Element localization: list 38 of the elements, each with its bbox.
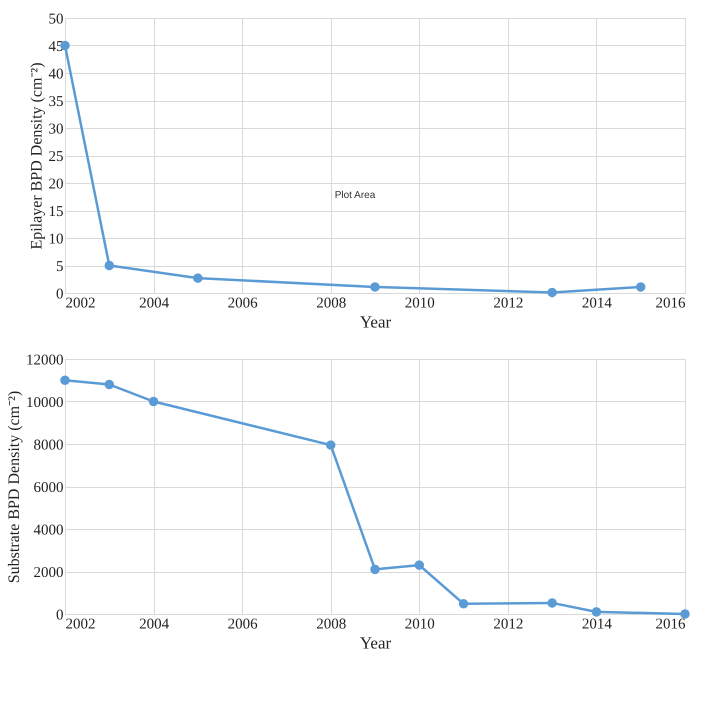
y-tick-label: 12000 (26, 352, 64, 368)
x-tick-label: 2002 (66, 616, 96, 632)
x-tick-label: 2004 (139, 616, 170, 632)
x-tick-label: 2014 (582, 616, 612, 632)
y-tick-label: 0 (56, 286, 64, 302)
x-axis-title: Year (360, 634, 392, 652)
y-tick-label: 25 (48, 149, 64, 165)
x-tick-label: 2016 (656, 296, 686, 312)
y-tick-label: 5 (56, 259, 64, 275)
x-axis-title: Year (360, 312, 392, 332)
y-tick-label: 10 (48, 232, 64, 248)
x-tick-label: 2010 (404, 616, 435, 632)
y-tick-label: 6000 (34, 480, 64, 496)
y-tick-label: 4000 (34, 522, 64, 538)
annotation: Plot Area (334, 190, 376, 201)
y-tick-label: 0 (56, 608, 64, 624)
x-tick-label: 2006 (228, 296, 258, 312)
y-tick-label: 15 (48, 204, 64, 220)
y-tick-label: 8000 (34, 438, 64, 454)
x-tick-label: 2014 (582, 296, 612, 312)
y-tick-label: 40 (48, 66, 64, 82)
y-axis-title: Epilayer BPD Density (cm⁻²) (28, 62, 46, 250)
y-tick-label: 30 (48, 122, 64, 138)
x-tick-label: 2010 (404, 296, 435, 312)
x-tick-label: 2012 (493, 616, 524, 632)
x-tick-label: 2002 (66, 296, 96, 312)
y-tick-label: 50 (48, 12, 64, 28)
x-tick-label: 2012 (493, 296, 524, 312)
x-tick-label: 2004 (139, 296, 170, 312)
y-tick-label: 35 (48, 94, 64, 110)
x-tick-label: 2006 (228, 616, 258, 632)
x-tick-label: 2016 (656, 616, 686, 632)
y-axis-title: Substrate BPD Density (cm⁻²) (6, 390, 23, 584)
y-tick-label: 10000 (26, 395, 64, 411)
y-tick-label: 20 (48, 176, 64, 192)
y-tick-label: 2000 (34, 565, 64, 581)
x-tick-label: 2008 (316, 296, 346, 312)
x-tick-label: 2008 (316, 616, 346, 632)
